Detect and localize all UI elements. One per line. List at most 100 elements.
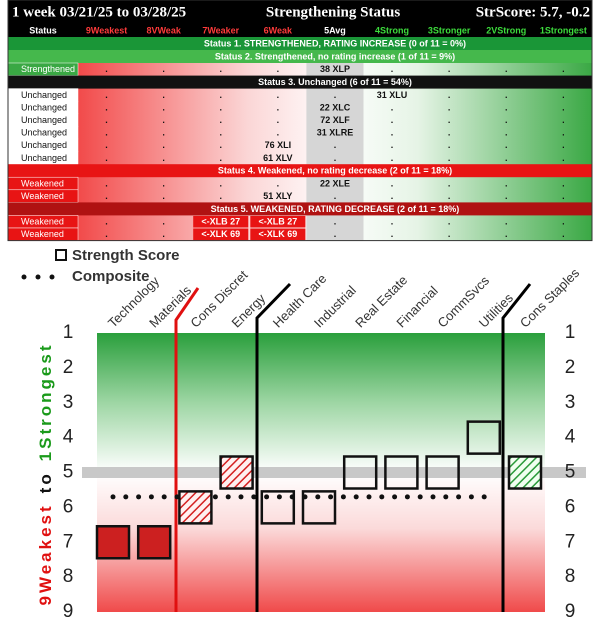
period: 1 week 03/21/25 to 03/28/25 — [12, 4, 186, 20]
composite-dot — [328, 494, 334, 500]
cell: . — [448, 229, 451, 239]
status-label: Weakened — [21, 178, 64, 188]
cell: . — [219, 64, 222, 74]
status-banner-text: Status 5. WEAKENED, RATING DECREASE (2 o… — [211, 204, 460, 214]
column-header: 8VWeak — [146, 25, 181, 35]
y-tick-label-right: 9 — [565, 601, 576, 622]
table-title: Strengthening Status — [266, 4, 400, 20]
y-tick-label: 6 — [63, 496, 74, 517]
cell: . — [505, 153, 508, 163]
cell: . — [105, 191, 108, 201]
cell: . — [105, 178, 108, 188]
y-axis-label-part: 1Strongest — [36, 343, 55, 462]
strength-square — [301, 490, 337, 525]
composite-dot — [417, 494, 423, 500]
cell: . — [448, 153, 451, 163]
y-axis-label: 9Weakest to 1Strongest — [36, 343, 55, 606]
cell: . — [162, 217, 165, 227]
column-header: 2VStrong — [486, 25, 526, 35]
highlight-cell — [250, 215, 306, 228]
composite-dot — [315, 494, 321, 500]
y-tick-label-right: 5 — [565, 462, 576, 483]
y-axis-label-part: to — [36, 471, 55, 493]
status-label: Weakened — [21, 229, 64, 239]
cell: . — [162, 90, 165, 100]
cell: . — [162, 178, 165, 188]
cell: . — [105, 64, 108, 74]
cell: . — [219, 178, 222, 188]
strength-square — [260, 490, 296, 525]
y-tick-label-right: 7 — [565, 531, 576, 552]
legend-label: Composite — [72, 268, 150, 285]
cell: . — [562, 217, 565, 227]
cell: 31 XLU — [377, 90, 408, 100]
status-label: Unchanged — [21, 140, 67, 150]
score: StrScore: 5.7, -0.2 — [476, 4, 590, 20]
status-label: Unchanged — [21, 128, 67, 138]
status-banner — [8, 202, 592, 216]
cell: 22 XLE — [320, 178, 350, 188]
status-label: Unchanged — [21, 102, 67, 112]
column-header: 5Avg — [324, 25, 346, 35]
composite-dot — [443, 494, 449, 500]
composite-dot — [225, 494, 231, 500]
cell: . — [562, 90, 565, 100]
cell: . — [162, 191, 165, 201]
cell: . — [277, 64, 280, 74]
column-header: 1Strongest — [540, 25, 587, 35]
cell: 61 XLV — [263, 153, 292, 163]
cell: . — [277, 115, 280, 125]
cell: . — [505, 102, 508, 112]
cell: . — [562, 178, 565, 188]
composite-dot — [468, 494, 474, 500]
status-label: Weakened — [21, 191, 64, 201]
cell: 51 XLY — [263, 191, 292, 201]
cell: . — [562, 153, 565, 163]
cell: . — [105, 217, 108, 227]
cell: . — [219, 191, 222, 201]
strength-square — [384, 455, 419, 490]
cell: . — [105, 90, 108, 100]
cell: . — [505, 128, 508, 138]
table-border — [7, 0, 593, 242]
cell: . — [562, 191, 565, 201]
y-tick-label-right: 8 — [565, 566, 576, 587]
cell: . — [448, 115, 451, 125]
cell: . — [162, 128, 165, 138]
cell: . — [391, 102, 394, 112]
cell: . — [105, 140, 108, 150]
average-band — [82, 467, 586, 478]
strength-square — [507, 455, 543, 490]
highlight-cell — [193, 215, 249, 228]
y-tick-label-right: 4 — [565, 427, 576, 448]
status-banner — [8, 164, 592, 178]
y-tick-label: 4 — [63, 427, 74, 448]
y-tick-label-right: 3 — [565, 392, 576, 413]
cell: . — [505, 90, 508, 100]
cell: 38 XLP — [320, 64, 350, 74]
y-tick-label: 9 — [63, 601, 74, 622]
composite-dot — [366, 494, 372, 500]
status-banner — [8, 75, 592, 89]
cell: . — [505, 64, 508, 74]
cell: . — [162, 229, 165, 239]
highlight-cell — [193, 228, 249, 241]
cell: <-XLK 69 — [258, 229, 297, 239]
cell: . — [448, 140, 451, 150]
cell: . — [391, 115, 394, 125]
cell: . — [391, 128, 394, 138]
cell: . — [448, 90, 451, 100]
composite-dot — [481, 494, 487, 500]
cell: . — [391, 191, 394, 201]
cell: . — [334, 153, 337, 163]
cell: . — [162, 140, 165, 150]
status-banner — [8, 50, 592, 63]
composite-dot — [456, 494, 462, 500]
cell: . — [219, 153, 222, 163]
cell: . — [505, 229, 508, 239]
cell: . — [391, 217, 394, 227]
y-tick-label-right: 6 — [565, 496, 576, 517]
cell: 22 XLC — [320, 102, 351, 112]
cell: . — [277, 90, 280, 100]
cell: . — [334, 90, 337, 100]
